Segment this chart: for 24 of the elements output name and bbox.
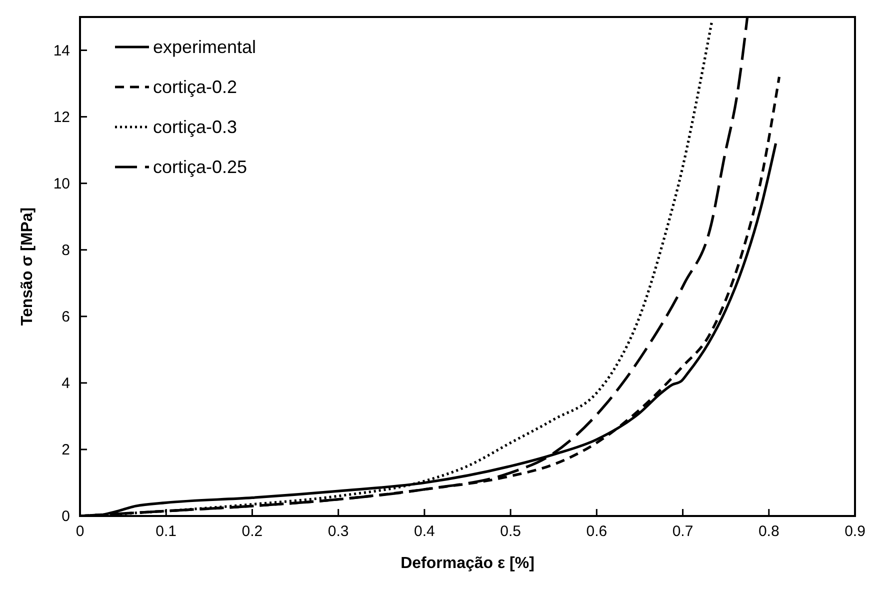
y-tick-label: 14 — [53, 42, 70, 60]
y-tick-label: 0 — [62, 508, 70, 525]
x-tick-label: 0.4 — [414, 523, 435, 540]
x-tick-label: 0 — [76, 523, 84, 540]
y-axis-title: Tensão σ [MPa] — [19, 207, 36, 326]
x-tick-label: 0.8 — [758, 523, 780, 540]
x-tick-label: 0.7 — [672, 523, 694, 540]
legend-label: cortiça-0.2 — [153, 77, 238, 97]
x-tick-label: 0.9 — [844, 523, 866, 540]
y-tick-label: 2 — [62, 441, 70, 458]
y-tick-label: 10 — [53, 175, 70, 192]
y-tick-label: 4 — [62, 374, 70, 392]
y-tick-label: 12 — [53, 108, 70, 126]
x-tick-label: 0.3 — [328, 523, 349, 540]
legend-label: cortiça-0.3 — [153, 117, 238, 137]
x-tick-label: 0.6 — [586, 523, 608, 540]
x-tick-label: 0.2 — [242, 523, 263, 540]
y-tick-label: 8 — [62, 242, 70, 259]
legend-label: experimental — [153, 37, 256, 57]
x-tick-label: 0.1 — [156, 523, 177, 540]
legend-label: cortiça-0.25 — [153, 157, 248, 177]
x-axis-title: Deformação ε [%] — [400, 555, 534, 572]
x-tick-label: 0.5 — [500, 523, 521, 540]
y-tick-label: 6 — [62, 308, 70, 326]
